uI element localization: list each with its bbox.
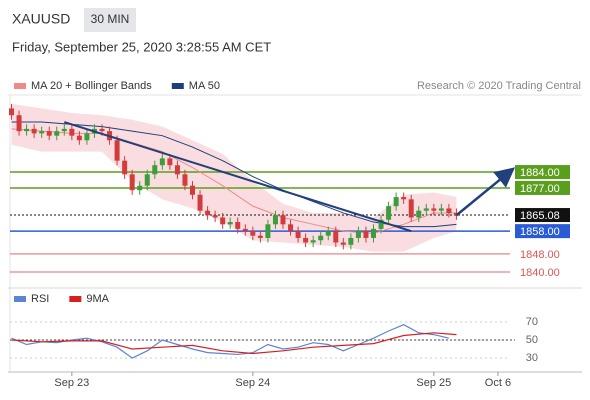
candle-body [167, 158, 173, 166]
candle-body [46, 131, 52, 136]
candle-body [295, 231, 301, 238]
level-box [515, 180, 570, 195]
level-box [515, 224, 570, 239]
candle-body [401, 197, 407, 200]
candle-body [212, 215, 218, 218]
symbol: XAUUSD [12, 11, 70, 27]
legend-label: 9MA [86, 293, 109, 305]
candle-body [16, 115, 22, 132]
level-box [515, 165, 570, 180]
candle-body [340, 242, 346, 245]
candle-body [378, 219, 384, 229]
timeframe[interactable]: 30 MIN [91, 12, 130, 26]
y-tick-label: 30 [526, 352, 538, 364]
level-box [515, 208, 570, 223]
y-tick-label: 50 [526, 334, 538, 346]
level-label: 1884.00 [520, 167, 560, 179]
legend-label: MA 20 + Bollinger Bands [31, 80, 152, 92]
level-label: 1840.00 [520, 267, 560, 279]
rsi-line [11, 324, 450, 359]
candle-body [76, 135, 82, 141]
candle-body [438, 208, 444, 211]
candle-body [99, 128, 105, 132]
candle-body [137, 185, 143, 191]
candle-body [190, 185, 196, 195]
rsi-line [11, 332, 457, 355]
candle-body [423, 208, 429, 211]
candle-body [272, 215, 278, 225]
candle-body [446, 208, 452, 213]
legend-swatch [14, 83, 26, 89]
candle-body [280, 215, 286, 225]
candle-body [227, 222, 233, 225]
candle-body [250, 231, 256, 236]
level-label: 1858.00 [520, 226, 560, 238]
candle-body [152, 165, 158, 175]
candle-body [174, 165, 180, 175]
level-label: 1848.00 [520, 249, 560, 261]
candle-body [363, 231, 369, 238]
candle-body [9, 108, 15, 116]
candle-body [333, 231, 339, 243]
x-tick-label: Oct 6 [485, 377, 511, 389]
candle-body [205, 210, 211, 216]
candle-body [242, 228, 248, 232]
candle-body [235, 222, 241, 229]
candle-body [386, 206, 392, 220]
candle-body [416, 210, 422, 218]
candle-body [54, 131, 60, 136]
forecast-arrow [455, 167, 516, 217]
candle-body [129, 174, 135, 191]
candle-body [159, 158, 165, 166]
candle-body [114, 140, 120, 161]
candle-body [408, 199, 414, 218]
candle-body [431, 208, 437, 211]
candle-body [122, 160, 128, 175]
trendline [63, 121, 412, 233]
timeframe-button[interactable] [84, 8, 136, 32]
level-label: 1865.08 [520, 210, 560, 222]
legend-swatch [171, 83, 184, 89]
legend-label: MA 50 [189, 80, 220, 92]
x-tick-label: Sep 25 [416, 377, 451, 389]
legend-swatch [69, 296, 82, 302]
y-tick-label: 70 [526, 316, 538, 328]
candle-body [220, 217, 226, 225]
candle-body [61, 128, 67, 132]
candle-body [348, 237, 354, 245]
legend-swatch [14, 296, 26, 302]
candle-body [182, 174, 188, 186]
level-label: 1877.00 [520, 183, 560, 195]
candle-body [84, 133, 90, 141]
candle-body [370, 228, 376, 238]
candle-body [318, 235, 324, 241]
candle-body [325, 231, 331, 236]
candle-body [355, 231, 361, 238]
candle-body [24, 128, 30, 132]
candle-body [257, 235, 263, 238]
candle-body [310, 240, 316, 243]
candle-body [393, 197, 399, 207]
candle-body [265, 224, 271, 238]
datetime: Friday, September 25, 2020 3:28:55 AM CE… [12, 39, 271, 54]
candle-body [303, 237, 309, 243]
candle-body [39, 131, 45, 134]
candle-body [288, 224, 294, 232]
x-tick-label: Sep 24 [235, 377, 270, 389]
x-tick-label: Sep 23 [54, 377, 89, 389]
legend-label: RSI [31, 293, 49, 305]
candle-body [144, 174, 150, 186]
candle-body [31, 128, 37, 134]
candle-body [197, 194, 203, 211]
candle-body [69, 128, 75, 136]
source: Research © 2020 Trading Central [417, 80, 581, 92]
